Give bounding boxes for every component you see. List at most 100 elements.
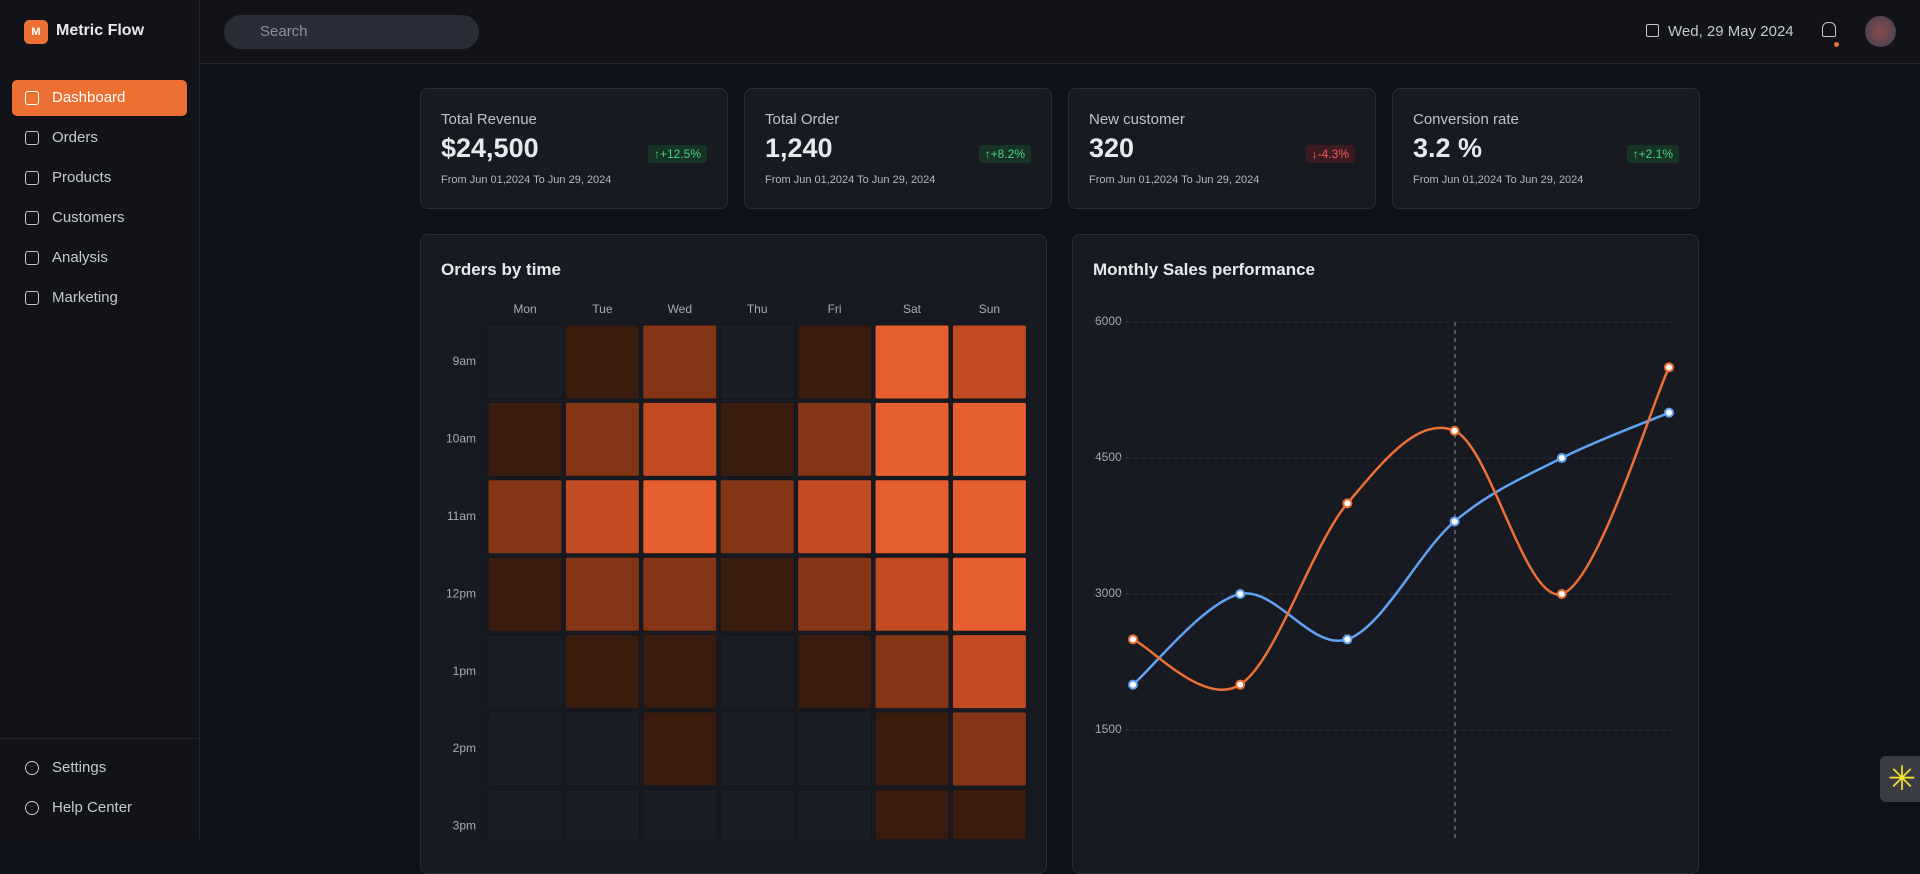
divider [0, 738, 199, 739]
hour-label: 2pm [453, 741, 476, 755]
nav-icon [25, 251, 39, 265]
heat-cell [564, 401, 640, 477]
kpi-range: From Jun 01,2024 To Jun 29, 2024 [441, 174, 612, 186]
heat-cell [487, 711, 563, 787]
point [1342, 634, 1353, 645]
search-input[interactable]: Search [224, 15, 479, 49]
card-title: Monthly Sales performance [1093, 260, 1316, 279]
point [1664, 407, 1674, 418]
heat-cell [642, 788, 718, 839]
point [1235, 679, 1246, 690]
day-label: Sun [979, 302, 1000, 316]
day-label: Thu [747, 302, 768, 316]
nav-item[interactable]: Customers [12, 200, 187, 236]
kpi-card: Total Revenue $24,500 +12.5% From Jun 01,20… [420, 88, 728, 209]
heat-cell [564, 788, 640, 839]
day-label: Sat [903, 302, 922, 316]
hour-label: 12pm [446, 586, 476, 600]
heat-cell [487, 401, 563, 477]
nav-item[interactable]: Help Center [12, 790, 187, 826]
kpi-value: 320 [1089, 133, 1135, 163]
kpi-card: Conversion rate 3.2 % +2.1% From Jun 01,202… [1392, 88, 1700, 209]
heat-cell [564, 556, 640, 632]
card-title: Orders by time [441, 260, 561, 279]
hour-label: 10am [446, 432, 476, 446]
hour-label: 11am [447, 509, 476, 523]
heat-cell [797, 711, 873, 787]
nav-item[interactable]: Analysis [12, 240, 187, 276]
heat-cell [797, 788, 873, 839]
day-label: Wed [668, 302, 692, 316]
nav-icon [25, 211, 39, 225]
heat-cell [951, 401, 1027, 477]
series-line [1132, 366, 1671, 691]
kpi-title: Conversion rate [1413, 111, 1519, 128]
kpi-value: 3.2 % [1413, 133, 1483, 163]
heat-cell [642, 479, 718, 555]
heat-cell [951, 788, 1027, 839]
nav-item[interactable]: Marketing [12, 280, 187, 316]
notification-dot [1834, 42, 1839, 47]
hour-label: 9am [453, 354, 476, 368]
point [1128, 634, 1138, 645]
kpi-change: -4.3% [1305, 145, 1355, 163]
kpi-title: Total Revenue [441, 111, 537, 128]
heat-cell [564, 324, 640, 400]
y-tick-label: 1500 [1095, 722, 1122, 736]
point [1556, 453, 1567, 463]
heat-cell [797, 479, 873, 555]
page: M Metric Flow Dashboard Orders Products Cus… [0, 0, 1920, 839]
heat-cell [874, 556, 950, 632]
kpi-title: New customer [1089, 111, 1185, 128]
floating-widget[interactable]: ✳ [1880, 756, 1920, 802]
heat-cell [642, 711, 718, 787]
heat-cell [719, 788, 795, 839]
day-label: Fri [828, 302, 842, 316]
nav-icon [25, 761, 39, 775]
heat-cell [642, 634, 718, 710]
brand: Metric Flow [56, 22, 145, 39]
heat-cell [642, 401, 718, 477]
point [1449, 425, 1460, 436]
heat-cell [564, 634, 640, 710]
heat-cell [487, 479, 563, 555]
heat-cell [797, 324, 873, 400]
calendar-icon [1646, 24, 1659, 37]
nav-item[interactable]: Orders [12, 120, 187, 156]
nav-item[interactable]: Settings [12, 750, 187, 786]
nav-item[interactable]: Dashboard [12, 80, 187, 116]
heat-cell [487, 324, 563, 400]
nav-icon [25, 801, 39, 815]
date[interactable]: Wed, 29 May 2024 [1668, 23, 1794, 40]
notification-bell[interactable] [1822, 22, 1836, 37]
y-tick-label: 4500 [1095, 450, 1122, 464]
kpi-value: 1,240 [765, 133, 833, 163]
point [1449, 516, 1460, 527]
heat-cell [564, 479, 640, 555]
heat-cell [951, 479, 1027, 555]
heat-cell [951, 556, 1027, 632]
heat-cell [874, 324, 950, 400]
heat-cell [951, 634, 1027, 710]
point [1128, 679, 1138, 690]
nav-icon [25, 91, 39, 105]
hour-label: 1pm [453, 664, 476, 678]
avatar[interactable] [1865, 16, 1896, 47]
heat-cell [951, 324, 1027, 400]
heat-cell [719, 634, 795, 710]
header: Search Wed, 29 May 2024 [200, 0, 1920, 64]
heat-cell [642, 324, 718, 400]
heat-cell [797, 401, 873, 477]
nav-icon [25, 131, 39, 145]
heat-cell [797, 556, 873, 632]
heat-cell [951, 711, 1027, 787]
y-tick-label: 3000 [1095, 586, 1122, 600]
kpi-range: From Jun 01,2024 To Jun 29, 2024 [1089, 174, 1260, 186]
nav-icon [25, 171, 39, 185]
nav-item[interactable]: Products [12, 160, 187, 196]
heat-cell [874, 788, 950, 839]
kpi-change: +12.5% [647, 145, 707, 163]
heat-cell [487, 634, 563, 710]
point [1556, 589, 1567, 599]
series-line [1132, 411, 1670, 686]
